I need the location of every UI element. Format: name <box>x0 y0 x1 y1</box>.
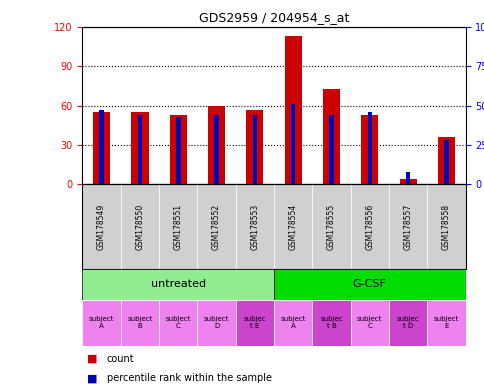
Bar <box>197 300 235 346</box>
Bar <box>426 300 465 346</box>
Text: GSM178552: GSM178552 <box>212 204 221 250</box>
Bar <box>312 300 350 346</box>
Text: ■: ■ <box>87 373 98 383</box>
Text: subjec
t E: subjec t E <box>243 316 266 329</box>
Bar <box>399 179 416 184</box>
Text: percentile rank within the sample: percentile rank within the sample <box>106 373 271 383</box>
Bar <box>235 300 273 346</box>
Text: subject
D: subject D <box>203 316 229 329</box>
Bar <box>312 184 350 269</box>
Bar <box>350 184 388 269</box>
Bar <box>208 106 225 184</box>
Text: subject
A: subject A <box>89 316 114 329</box>
Bar <box>159 184 197 269</box>
Bar <box>82 300 121 346</box>
Bar <box>322 89 339 184</box>
Bar <box>273 269 465 300</box>
Text: GSM178554: GSM178554 <box>288 204 297 250</box>
Text: GSM178555: GSM178555 <box>326 204 335 250</box>
Bar <box>121 300 159 346</box>
Text: count: count <box>106 354 134 364</box>
Bar <box>252 115 257 184</box>
Text: subject
B: subject B <box>127 316 152 329</box>
Bar <box>273 184 312 269</box>
Text: subject
C: subject C <box>356 316 382 329</box>
Bar <box>437 137 454 184</box>
Bar <box>284 36 301 184</box>
Bar <box>159 300 197 346</box>
Bar <box>388 300 426 346</box>
Text: GSM178553: GSM178553 <box>250 204 259 250</box>
Bar <box>82 269 273 300</box>
Bar <box>388 184 426 269</box>
Bar <box>443 140 448 184</box>
Bar <box>137 115 142 184</box>
Text: GSM178551: GSM178551 <box>173 204 182 250</box>
Bar <box>176 117 180 184</box>
Text: subject
A: subject A <box>280 316 305 329</box>
Bar <box>82 184 121 269</box>
Text: untreated: untreated <box>151 279 205 289</box>
Bar <box>426 184 465 269</box>
Bar <box>405 172 409 184</box>
Bar <box>93 112 110 184</box>
Bar <box>214 115 218 184</box>
Text: subjec
t D: subjec t D <box>396 316 419 329</box>
Text: subjec
t B: subjec t B <box>319 316 342 329</box>
Text: ■: ■ <box>87 354 98 364</box>
Title: GDS2959 / 204954_s_at: GDS2959 / 204954_s_at <box>198 11 348 24</box>
Text: subject
E: subject E <box>433 316 458 329</box>
Bar <box>246 109 263 184</box>
Bar <box>121 184 159 269</box>
Bar <box>99 110 104 184</box>
Text: GSM178549: GSM178549 <box>97 204 106 250</box>
Text: GSM178556: GSM178556 <box>364 204 374 250</box>
Bar <box>329 115 333 184</box>
Bar <box>350 300 388 346</box>
Bar <box>235 184 273 269</box>
Bar <box>290 104 295 184</box>
Text: GSM178558: GSM178558 <box>441 204 450 250</box>
Text: subject
C: subject C <box>165 316 191 329</box>
Bar <box>131 112 148 184</box>
Bar <box>169 115 186 184</box>
Bar <box>361 115 378 184</box>
Bar <box>197 184 235 269</box>
Bar <box>367 112 371 184</box>
Text: GSM178550: GSM178550 <box>135 204 144 250</box>
Bar <box>273 300 312 346</box>
Text: GSM178557: GSM178557 <box>403 204 412 250</box>
Text: G-CSF: G-CSF <box>352 279 386 289</box>
